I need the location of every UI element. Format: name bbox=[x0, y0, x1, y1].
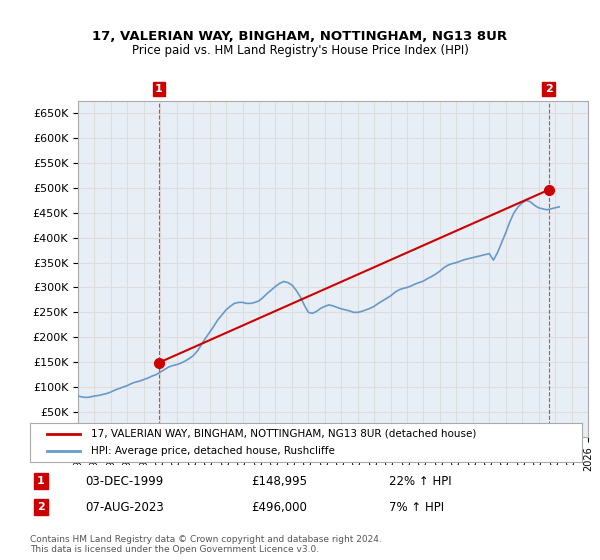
Text: 1: 1 bbox=[155, 84, 163, 94]
Text: £148,995: £148,995 bbox=[251, 475, 307, 488]
Text: 2: 2 bbox=[37, 502, 45, 512]
Text: 22% ↑ HPI: 22% ↑ HPI bbox=[389, 475, 451, 488]
Text: 03-DEC-1999: 03-DEC-1999 bbox=[85, 475, 163, 488]
Text: 17, VALERIAN WAY, BINGHAM, NOTTINGHAM, NG13 8UR: 17, VALERIAN WAY, BINGHAM, NOTTINGHAM, N… bbox=[92, 30, 508, 43]
Text: 1: 1 bbox=[37, 476, 45, 486]
Text: Price paid vs. HM Land Registry's House Price Index (HPI): Price paid vs. HM Land Registry's House … bbox=[131, 44, 469, 57]
Text: Contains HM Land Registry data © Crown copyright and database right 2024.
This d: Contains HM Land Registry data © Crown c… bbox=[30, 535, 382, 554]
Text: £496,000: £496,000 bbox=[251, 501, 307, 514]
Text: 17, VALERIAN WAY, BINGHAM, NOTTINGHAM, NG13 8UR (detached house): 17, VALERIAN WAY, BINGHAM, NOTTINGHAM, N… bbox=[91, 429, 476, 439]
Text: 2: 2 bbox=[545, 84, 553, 94]
Text: HPI: Average price, detached house, Rushcliffe: HPI: Average price, detached house, Rush… bbox=[91, 446, 335, 456]
Text: 7% ↑ HPI: 7% ↑ HPI bbox=[389, 501, 444, 514]
Text: 07-AUG-2023: 07-AUG-2023 bbox=[85, 501, 164, 514]
